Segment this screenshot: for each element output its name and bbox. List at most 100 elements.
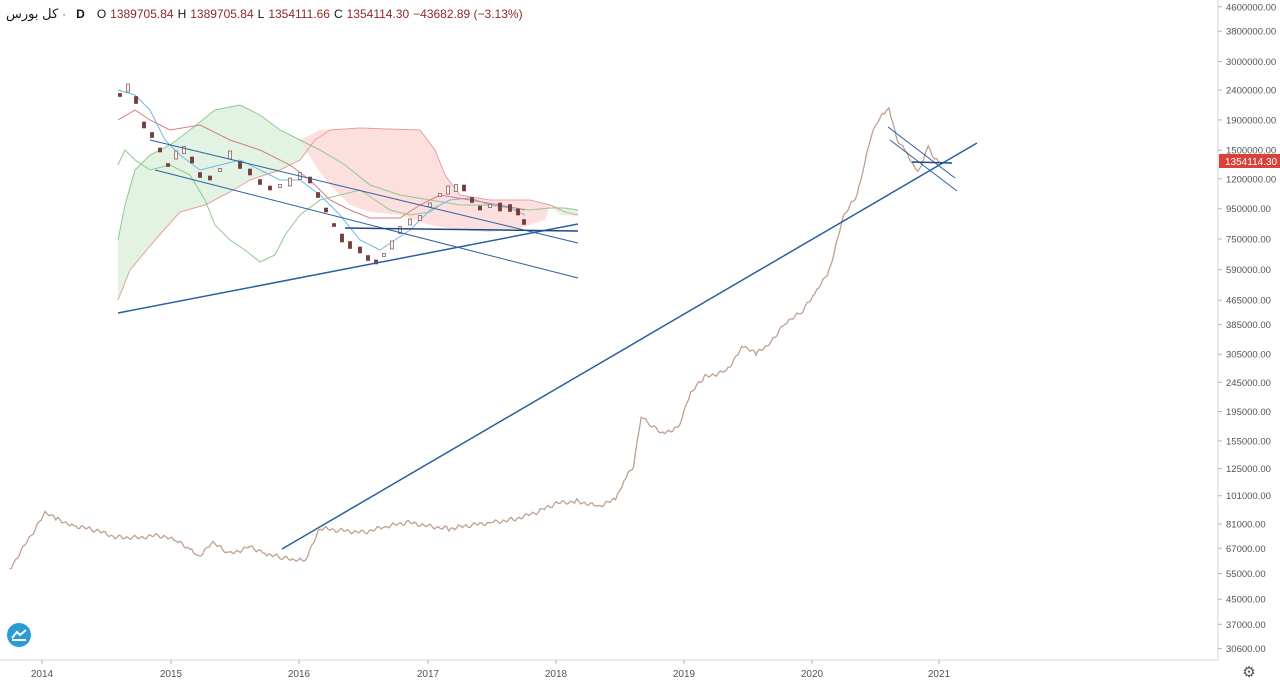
x-tick-label: 2014 (31, 669, 54, 680)
inset-candle (374, 259, 378, 265)
y-tick-label: 30600.00 (1226, 644, 1266, 655)
y-tick-label: 245000.00 (1226, 378, 1271, 389)
y-tick-label: 4600000.00 (1226, 2, 1276, 13)
low-value: 1354111.66 (268, 7, 330, 21)
open-value: 1389705.84 (110, 7, 174, 21)
y-tick-label: 125000.00 (1226, 464, 1271, 475)
inset-candle (358, 246, 362, 254)
inset-candle (498, 202, 502, 212)
inset-resistance-trendline-1 (149, 139, 579, 244)
high-value: 1389705.84 (190, 7, 254, 21)
timeframe[interactable]: D (76, 7, 85, 21)
y-tick-label: 195000.00 (1226, 407, 1271, 418)
inset-candle (142, 121, 146, 129)
inset-candle (454, 184, 458, 192)
y-tick-label: 950000.00 (1226, 204, 1271, 215)
inset-candle (324, 207, 328, 213)
inset-candle (166, 163, 170, 167)
last-price-badge (1219, 154, 1280, 168)
y-tick-label: 45000.00 (1226, 595, 1266, 606)
separator-dot: · (62, 7, 67, 21)
time-axis[interactable]: 2014 2015 2016 2017 2018 2019 2020 2021 (0, 659, 1218, 680)
y-tick-label: 55000.00 (1226, 569, 1266, 580)
inset-candle (134, 96, 138, 104)
inset-candle (182, 146, 186, 154)
low-label: L (257, 7, 265, 21)
inset-candle (516, 208, 520, 216)
high-label: H (177, 7, 187, 21)
open-label: O (96, 7, 107, 21)
inset-candle (348, 241, 352, 249)
chikou (117, 149, 441, 263)
x-tick-label: 2019 (673, 669, 696, 680)
inset-candle (126, 83, 130, 93)
y-tick-label: 1200000.00 (1226, 174, 1276, 185)
inset-candle (288, 177, 292, 187)
inset-candle (258, 179, 262, 185)
inset-candle (428, 202, 432, 208)
horizontal-level-line (911, 161, 953, 164)
y-tick-label: 750000.00 (1226, 234, 1271, 245)
y-tick-label: 37000.00 (1226, 620, 1266, 631)
inset-candle (190, 156, 194, 164)
inset-candle (446, 185, 450, 195)
inset-candle (248, 168, 252, 176)
tenkan (117, 89, 526, 251)
inset-candle (208, 175, 212, 181)
x-tick-label: 2021 (928, 669, 951, 680)
inset-candle (158, 147, 162, 153)
close-value: 1354114.30 (346, 7, 410, 21)
inset-candle (308, 176, 312, 184)
inset-candle (340, 233, 344, 243)
inset-candle (268, 185, 272, 191)
channel-upper-line (887, 126, 956, 179)
inset-resistance-trendline-2 (154, 169, 579, 279)
inset-candle (366, 255, 370, 261)
y-tick-label: 3800000.00 (1226, 27, 1276, 38)
inset-candle (408, 218, 412, 226)
inset-candle (478, 205, 482, 211)
x-tick-label: 2015 (160, 669, 183, 680)
inset-candle (198, 172, 202, 178)
symbol-name[interactable]: کل بورس (6, 6, 59, 21)
inset-candle (278, 184, 282, 188)
inset-candle (488, 204, 492, 208)
x-tick-label: 2016 (288, 669, 311, 680)
y-tick-label: 305000.00 (1226, 350, 1271, 361)
price-series-line (9, 106, 941, 570)
inset-candle (418, 215, 422, 221)
gear-icon[interactable]: ⚙ (1242, 664, 1256, 681)
plot-area[interactable] (0, 0, 1218, 660)
inset-candle (438, 193, 442, 197)
main-trendlines (281, 126, 978, 550)
inset-support-trendline (117, 223, 579, 314)
change-value: −43682.89 (−3.13%) (413, 7, 523, 21)
inset-candle (462, 184, 466, 192)
inset-candle (228, 150, 232, 160)
inset-candle (316, 192, 320, 198)
inset-candle (522, 219, 526, 225)
y-tick-label: 1900000.00 (1226, 115, 1276, 126)
inset-candle (382, 253, 386, 257)
legend-header: کل بورس · D O 1389705.84 H 1389705.84 L 135… (6, 6, 523, 22)
close-label: C (333, 7, 343, 21)
inset-candle (398, 226, 402, 234)
inset-candle (470, 197, 474, 203)
inset-candle (118, 93, 122, 97)
inset-horizontal-line (344, 227, 579, 232)
price-axis[interactable]: 4600000.00 3800000.00 3000000.00 2400000.00… (1217, 0, 1280, 660)
long-term-support-trendline (281, 142, 978, 550)
kijun (117, 109, 526, 219)
inset-zoom-chart (117, 83, 579, 314)
y-tick-label: 3000000.00 (1226, 57, 1276, 68)
kumo-bull-1 (118, 105, 310, 300)
senkou-b (117, 127, 579, 301)
inset-candle (238, 161, 242, 169)
y-tick-label: 67000.00 (1226, 544, 1266, 555)
y-tick-label: 155000.00 (1226, 436, 1271, 447)
y-tick-label: 81000.00 (1226, 519, 1266, 530)
x-tick-label: 2017 (417, 669, 440, 680)
inset-candles (118, 83, 526, 265)
tradingview-logo-icon[interactable] (7, 623, 31, 647)
